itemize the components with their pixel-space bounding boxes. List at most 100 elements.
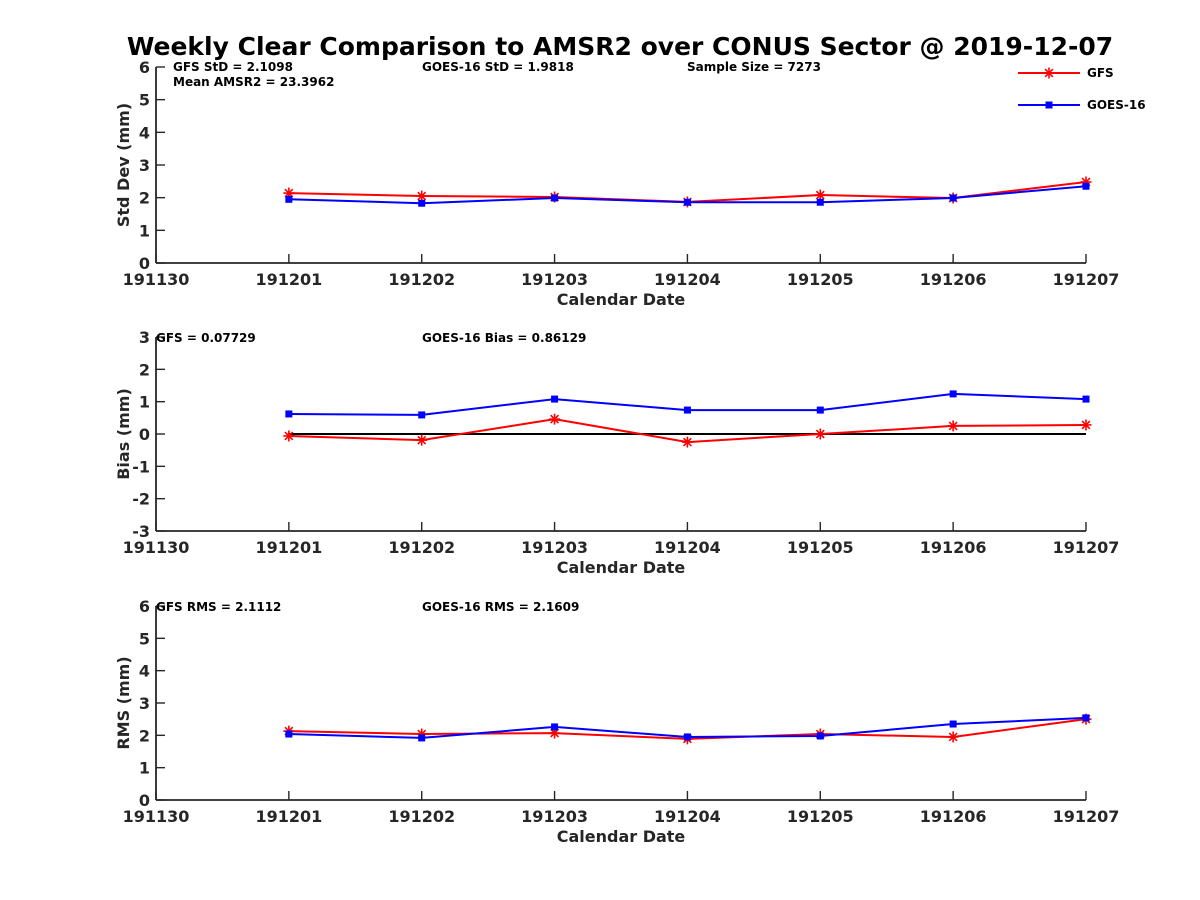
data-point [683,198,691,206]
y-tick-label: 3 [139,694,150,713]
x-axis-label: Calendar Date [557,290,686,309]
data-point [285,730,293,738]
data-point [683,406,691,414]
y-tick-label: 5 [139,629,150,648]
legend-label: GOES-16 [1087,98,1146,112]
legend: GFS GOES-16 [1018,66,1146,112]
data-point [549,727,561,739]
stat-annotation: GFS = 0.07729 [156,331,256,345]
y-tick-label: 4 [139,123,150,142]
y-axis-label: Std Dev (mm) [114,103,133,227]
panel-2: -3 -2 -1 0 1 2 3 191130 191201 191202 191203 191204… [114,328,1119,577]
data-point [816,198,824,206]
x-tick-label: 191130 [123,538,190,557]
x-tick-label: 191206 [920,538,987,557]
y-axis-label: RMS (mm) [114,656,133,749]
x-tick-label: 191207 [1053,270,1120,289]
stat-annotation: GOES-16 Bias = 0.86129 [422,331,586,345]
figure-title: Weekly Clear Comparison to AMSR2 over CO… [127,32,1113,61]
data-point [418,734,426,742]
y-tick-label: 1 [139,393,150,412]
x-axis-label: Calendar Date [557,827,686,846]
data-point [551,194,559,202]
stat-annotation: Sample Size = 7273 [687,60,821,74]
y-tick-label: -2 [132,490,150,509]
series-goes-16 [285,390,1090,419]
y-tick-label: -3 [132,522,150,541]
data-point [551,723,559,731]
x-tick-label: 191207 [1053,807,1120,826]
data-point [1080,419,1092,431]
stat-annotation: GOES-16 RMS = 2.1609 [422,600,579,614]
y-tick-label: 6 [139,58,150,77]
stat-annotation: GFS StD = 2.1098 [173,60,293,74]
stat-annotation: Mean AMSR2 = 23.3962 [173,75,334,89]
x-tick-label: 191204 [654,538,721,557]
x-tick-label: 191202 [388,538,455,557]
legend-marker [1045,101,1053,109]
y-tick-label: 3 [139,328,150,347]
x-axis-label: Calendar Date [557,558,686,577]
legend-entry-gfs: GFS [1018,66,1114,80]
data-point [551,395,559,403]
x-tick-label: 191205 [787,538,854,557]
data-point [418,411,426,419]
y-tick-label: 5 [139,91,150,110]
y-axis-label: Bias (mm) [114,388,133,480]
data-point [416,434,428,446]
data-point [947,420,959,432]
series-goes-16 [285,182,1090,207]
stat-annotation: GFS RMS = 2.1112 [156,600,281,614]
y-tick-label: 2 [139,726,150,745]
data-point [949,390,957,398]
x-tick-label: 191205 [787,270,854,289]
x-tick-label: 191203 [521,538,588,557]
panel-1: 0 1 2 3 4 5 6 191130 191201 191202 191203 191204 191… [114,58,1119,309]
data-point [681,436,693,448]
y-tick-label: 0 [139,791,150,810]
data-point [549,413,561,425]
legend-entry-goes-16: GOES-16 [1018,98,1146,112]
data-point [416,190,428,202]
legend-marker [1043,67,1055,79]
data-point [283,430,295,442]
y-tick-label: 4 [139,662,150,681]
x-tick-label: 191130 [123,270,190,289]
legend-label: GFS [1087,66,1114,80]
data-point [949,720,957,728]
series-goes-16 [285,714,1090,742]
x-tick-label: 191206 [920,270,987,289]
x-tick-label: 191201 [255,538,322,557]
series-gfs [283,413,1092,448]
data-point [814,189,826,201]
data-point [1082,182,1090,190]
data-point [949,194,957,202]
x-tick-label: 191204 [654,807,721,826]
x-tick-label: 191202 [388,807,455,826]
x-tick-label: 191130 [123,807,190,826]
x-tick-label: 191206 [920,807,987,826]
y-tick-label: 2 [139,189,150,208]
y-tick-label: 0 [139,254,150,273]
data-point [1082,395,1090,403]
data-point [814,428,826,440]
y-tick-label: 1 [139,759,150,778]
data-point [947,731,959,743]
x-tick-label: 191201 [255,807,322,826]
x-tick-label: 191204 [654,270,721,289]
y-tick-label: 3 [139,156,150,175]
y-tick-label: 2 [139,360,150,379]
data-point [285,410,293,418]
data-point [816,406,824,414]
y-tick-label: 6 [139,597,150,616]
data-point [285,195,293,203]
data-point [816,732,824,740]
data-point [1082,714,1090,722]
x-tick-label: 191203 [521,807,588,826]
data-point [683,733,691,741]
y-tick-label: 0 [139,425,150,444]
x-tick-label: 191202 [388,270,455,289]
x-tick-label: 191205 [787,807,854,826]
y-tick-label: -1 [132,457,150,476]
